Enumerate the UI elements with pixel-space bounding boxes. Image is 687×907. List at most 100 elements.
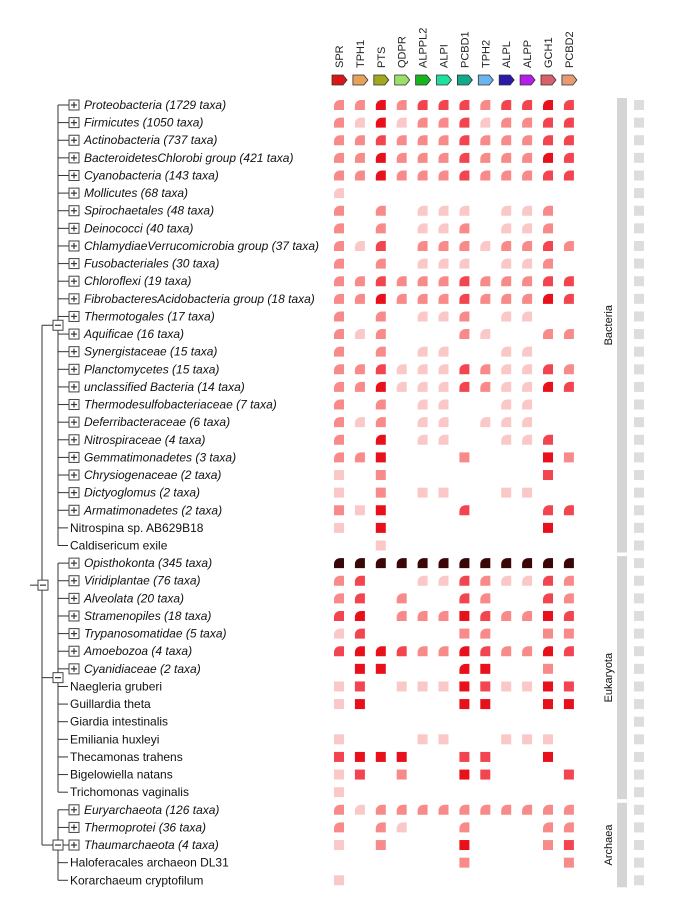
profile-cell-alppl2[interactable] (417, 346, 428, 357)
profile-cell-tph1[interactable] (354, 769, 365, 780)
profile-cell-gch1[interactable] (543, 628, 553, 639)
profile-cell-gch1[interactable] (543, 381, 553, 392)
profile-cell-pcbd1[interactable] (459, 681, 470, 692)
profile-cell-spr[interactable] (334, 135, 344, 146)
profile-cell-pts[interactable] (375, 223, 386, 234)
profile-cell-qdpr[interactable] (396, 152, 407, 163)
expand-toggle-icon[interactable] (68, 451, 80, 463)
profile-cell-pcbd2[interactable] (563, 628, 574, 639)
taxon-label[interactable]: Actinobacteria (737 taxa) (83, 133, 217, 147)
profile-cell-tph1[interactable] (354, 364, 365, 375)
profile-cell-pcbd2[interactable] (563, 840, 574, 851)
profile-cell-qdpr[interactable] (396, 610, 407, 621)
profile-cell-pcbd2[interactable] (563, 681, 574, 692)
profile-cell-pcbd2[interactable] (563, 558, 574, 569)
profile-cell-alpl[interactable] (501, 346, 512, 357)
expand-toggle-icon[interactable] (68, 381, 80, 393)
profile-cell-tph2[interactable] (480, 558, 491, 569)
taxon-label[interactable]: Caldisericum exile (70, 539, 168, 553)
profile-cell-qdpr[interactable] (396, 804, 407, 815)
profile-cell-alppl2[interactable] (417, 170, 428, 181)
profile-cell-spr[interactable] (334, 470, 344, 481)
profile-cell-qdpr[interactable] (396, 593, 407, 604)
profile-cell-alpl[interactable] (501, 276, 512, 287)
profile-cell-gch1[interactable] (543, 117, 553, 128)
profile-cell-pcbd1[interactable] (459, 258, 470, 269)
profile-cell-alpp[interactable] (522, 381, 533, 392)
profile-cell-spr[interactable] (334, 399, 344, 410)
profile-cell-gch1[interactable] (543, 329, 553, 340)
profile-cell-alpp[interactable] (522, 646, 533, 657)
profile-cell-alpp[interactable] (522, 258, 533, 269)
profile-cell-alpp[interactable] (522, 804, 533, 815)
profile-cell-alpl[interactable] (501, 223, 512, 234)
profile-cell-pts[interactable] (375, 840, 386, 851)
profile-cell-spr[interactable] (334, 487, 344, 498)
profile-cell-alpp[interactable] (522, 135, 533, 146)
taxon-label[interactable]: Firmicutes (1050 taxa) (84, 116, 203, 130)
profile-cell-alpi[interactable] (438, 276, 449, 287)
profile-cell-pcbd1[interactable] (459, 663, 470, 674)
profile-cell-alppl2[interactable] (417, 399, 428, 410)
profile-cell-alppl2[interactable] (417, 205, 428, 216)
taxon-label[interactable]: Aquificae (16 taxa) (83, 327, 184, 341)
profile-cell-pcbd1[interactable] (459, 293, 470, 304)
profile-cell-spr[interactable] (334, 575, 344, 586)
expand-toggle-icon[interactable] (68, 610, 80, 622)
profile-cell-alpi[interactable] (438, 681, 449, 692)
taxon-label[interactable]: unclassified Bacteria (14 taxa) (84, 380, 245, 394)
profile-cell-pts[interactable] (375, 170, 386, 181)
expand-toggle-icon[interactable] (68, 187, 80, 199)
profile-cell-spr[interactable] (334, 311, 344, 322)
profile-cell-alppl2[interactable] (417, 681, 428, 692)
profile-cell-alpp[interactable] (522, 293, 533, 304)
profile-cell-pts[interactable] (375, 240, 386, 251)
profile-cell-alpl[interactable] (501, 487, 512, 498)
profile-cell-qdpr[interactable] (396, 646, 407, 657)
profile-cell-spr[interactable] (334, 417, 344, 428)
profile-cell-gch1[interactable] (543, 100, 553, 110)
profile-cell-pcbd2[interactable] (563, 240, 574, 251)
profile-cell-alpl[interactable] (501, 240, 512, 251)
profile-cell-pcbd1[interactable] (459, 751, 470, 762)
profile-cell-alpl[interactable] (501, 205, 512, 216)
taxon-label[interactable]: Trichomonas vaginalis (70, 785, 189, 799)
profile-cell-pcbd1[interactable] (459, 575, 470, 586)
profile-cell-pcbd2[interactable] (563, 857, 574, 868)
profile-cell-pts[interactable] (375, 663, 386, 674)
profile-cell-tph1[interactable] (354, 381, 365, 392)
profile-cell-tph2[interactable] (480, 681, 491, 692)
profile-cell-pts[interactable] (375, 540, 386, 551)
profile-cell-spr[interactable] (334, 610, 344, 621)
expand-toggle-icon[interactable] (68, 310, 80, 322)
collapse-toggle-icon[interactable] (52, 319, 64, 331)
profile-cell-pcbd2[interactable] (563, 452, 574, 463)
profile-cell-pcbd2[interactable] (563, 699, 574, 710)
profile-cell-tph1[interactable] (354, 663, 365, 674)
profile-cell-gch1[interactable] (543, 734, 553, 745)
profile-cell-alpi[interactable] (438, 223, 449, 234)
profile-cell-tph1[interactable] (354, 804, 365, 815)
profile-cell-alpi[interactable] (438, 117, 449, 128)
profile-cell-pts[interactable] (375, 276, 386, 287)
profile-cell-pts[interactable] (375, 558, 386, 569)
profile-cell-spr[interactable] (334, 699, 344, 710)
profile-cell-alpl[interactable] (501, 117, 512, 128)
profile-cell-alpl[interactable] (501, 135, 512, 146)
profile-cell-tph2[interactable] (480, 646, 491, 657)
profile-cell-pts[interactable] (375, 293, 386, 304)
expand-toggle-icon[interactable] (68, 416, 80, 428)
profile-cell-tph1[interactable] (354, 100, 365, 110)
profile-cell-gch1[interactable] (543, 522, 553, 533)
profile-cell-qdpr[interactable] (396, 681, 407, 692)
profile-cell-tph2[interactable] (480, 152, 491, 163)
profile-cell-pcbd1[interactable] (459, 223, 470, 234)
profile-cell-alppl2[interactable] (417, 487, 428, 498)
profile-cell-pcbd1[interactable] (459, 135, 470, 146)
profile-cell-spr[interactable] (334, 364, 344, 375)
profile-cell-alppl2[interactable] (417, 100, 428, 110)
profile-cell-pcbd2[interactable] (563, 505, 574, 516)
profile-cell-pts[interactable] (375, 804, 386, 815)
profile-cell-gch1[interactable] (543, 452, 553, 463)
profile-cell-gch1[interactable] (543, 434, 553, 445)
